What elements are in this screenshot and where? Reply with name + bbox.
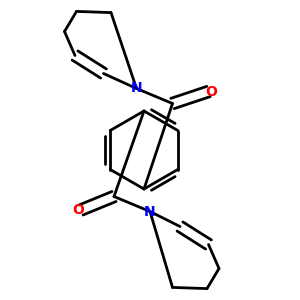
Text: N: N: [144, 205, 156, 218]
Text: O: O: [206, 85, 218, 98]
Text: O: O: [72, 203, 84, 217]
Text: N: N: [131, 82, 142, 95]
